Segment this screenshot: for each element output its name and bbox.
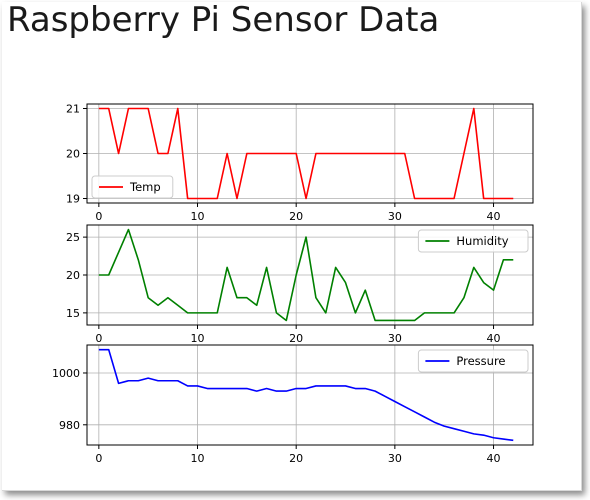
x-tick-label: 0 bbox=[95, 210, 102, 223]
chart-panel-2: 0 10 20 30 40 15 20 25 Humidity bbox=[66, 225, 533, 345]
x-tick-label: 30 bbox=[388, 332, 402, 345]
y-tick-label: 15 bbox=[66, 307, 80, 320]
legend-label-humidity: Humidity bbox=[456, 234, 508, 248]
x-tick-label: 20 bbox=[289, 210, 303, 223]
chart-panel-1: 0 10 20 30 40 19 20 21 Temp bbox=[66, 103, 533, 224]
x-tick-label: 20 bbox=[289, 452, 303, 465]
x-tick-label: 0 bbox=[95, 332, 102, 345]
legend: Humidity bbox=[418, 230, 528, 252]
x-tick-label: 10 bbox=[191, 452, 205, 465]
legend: Pressure bbox=[418, 350, 528, 372]
x-tick-label: 0 bbox=[95, 452, 102, 465]
x-tick-label: 40 bbox=[487, 452, 501, 465]
legend: Temp bbox=[92, 176, 173, 198]
y-tick-label: 1000 bbox=[52, 367, 80, 380]
y-tick-label: 25 bbox=[66, 231, 80, 244]
legend-label-pressure: Pressure bbox=[456, 354, 505, 368]
y-tick-label: 20 bbox=[66, 148, 80, 161]
y-tick-label: 19 bbox=[66, 193, 80, 206]
chart-panel-3: 0 10 20 30 40 980 1000 Pressure bbox=[52, 345, 533, 465]
y-tick-label: 21 bbox=[66, 103, 80, 116]
y-tick-label: 20 bbox=[66, 269, 80, 282]
x-tick-label: 10 bbox=[191, 332, 205, 345]
y-tick-label: 980 bbox=[59, 419, 80, 432]
x-tick-label: 10 bbox=[191, 210, 205, 223]
x-tick-label: 20 bbox=[289, 332, 303, 345]
x-tick-label: 40 bbox=[487, 210, 501, 223]
x-tick-label: 40 bbox=[487, 332, 501, 345]
x-tick-label: 30 bbox=[388, 452, 402, 465]
legend-label-temp: Temp bbox=[129, 180, 161, 194]
x-tick-label: 30 bbox=[388, 210, 402, 223]
